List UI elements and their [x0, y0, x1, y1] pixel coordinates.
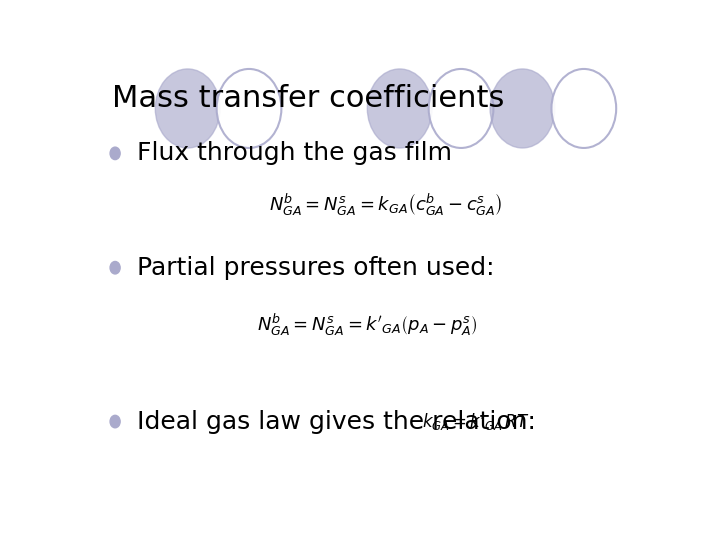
Ellipse shape [367, 69, 432, 148]
Ellipse shape [490, 69, 555, 148]
Text: Flux through the gas film: Flux through the gas film [138, 141, 452, 165]
Text: $N^b_{GA} = N^s_{GA} = k_{GA}\left(c^b_{GA} - c^s_{GA}\right)$: $N^b_{GA} = N^s_{GA} = k_{GA}\left(c^b_{… [269, 191, 502, 217]
Ellipse shape [110, 415, 120, 428]
Text: Partial pressures often used:: Partial pressures often used: [138, 256, 495, 280]
Text: Ideal gas law gives the relation:: Ideal gas law gives the relation: [138, 409, 536, 434]
Ellipse shape [428, 69, 493, 148]
Text: Mass transfer coefficients: Mass transfer coefficients [112, 84, 505, 112]
Text: $k_{GA} = k'_{GA}\,RT$: $k_{GA} = k'_{GA}\,RT$ [422, 410, 529, 433]
Ellipse shape [552, 69, 616, 148]
Ellipse shape [110, 261, 120, 274]
Ellipse shape [217, 69, 282, 148]
Ellipse shape [156, 69, 220, 148]
Ellipse shape [110, 147, 120, 160]
Text: $N^b_{GA} = N^s_{GA} = k'_{GA}\left(p_{A} - p^s_{A}\right)$: $N^b_{GA} = N^s_{GA} = k'_{GA}\left(p_{A… [258, 312, 478, 338]
